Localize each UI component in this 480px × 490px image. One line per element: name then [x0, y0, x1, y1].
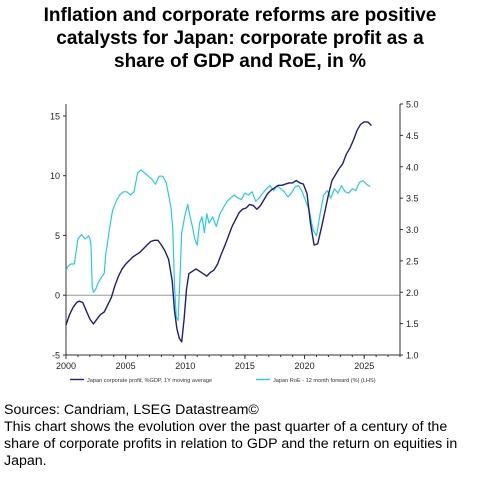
right-tick-label: 1.0 — [406, 351, 419, 361]
chart-series — [65, 121, 372, 343]
chart-axes: -5 0 5 10 15 1.0 1.5 2.0 2.5 3.0 3.5 4.0 4.5 5.0 2000 2… — [50, 100, 419, 372]
left-tick-label: 5 — [55, 231, 60, 241]
legend-label: Japan corporate profit, %GDP, 1Y moving … — [87, 378, 212, 384]
right-tick-label: 5.0 — [406, 100, 419, 110]
left-tick-label: 0 — [55, 291, 60, 301]
right-tick-label: 3.0 — [406, 225, 419, 235]
right-tick-label: 2.0 — [406, 288, 419, 298]
left-tick-label: 15 — [50, 111, 60, 121]
description-text: This chart shows the evolution over the … — [4, 419, 458, 469]
series-profit-line — [65, 121, 372, 343]
chart: -5 0 5 10 15 1.0 1.5 2.0 2.5 3.0 3.5 4.0 4.5 5.0 2000 2… — [50, 100, 419, 385]
right-tick-label: 1.5 — [406, 319, 419, 329]
right-tick-label: 2.5 — [406, 256, 419, 266]
x-tick-label: 2000 — [56, 361, 76, 371]
left-tick-label: -5 — [52, 351, 60, 361]
x-tick-label: 2020 — [295, 361, 315, 371]
x-tick-label: 2005 — [116, 361, 136, 371]
legend-label: Japan RoE - 12 month forward (%) (LHS) — [273, 378, 376, 384]
chart-legend: Japan corporate profit, %GDP, 1Y moving … — [70, 378, 376, 384]
chart-title: Inflation and corporate reforms are posi… — [43, 5, 437, 72]
right-tick-label: 4.5 — [406, 131, 419, 141]
left-tick-label: 10 — [50, 171, 60, 181]
x-tick-label: 2015 — [235, 361, 255, 371]
footer: Sources: Candriam, LSEG Datastream© This… — [4, 402, 476, 470]
x-tick-label: 2010 — [175, 361, 195, 371]
right-tick-label: 3.5 — [406, 194, 419, 204]
series-roe-line — [65, 169, 371, 322]
x-tick-label: 2025 — [354, 361, 374, 371]
right-tick-label: 4.0 — [406, 162, 419, 172]
source-text: Sources: Candriam, LSEG Datastream© — [4, 402, 259, 418]
